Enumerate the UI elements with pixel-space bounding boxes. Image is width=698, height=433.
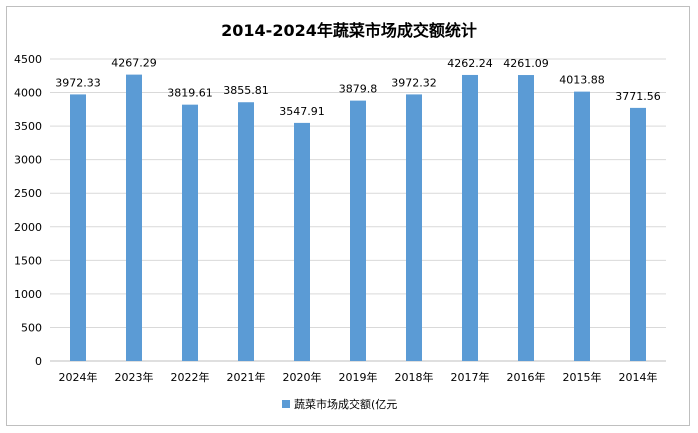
bar — [182, 104, 198, 361]
data-label: 3972.33 — [55, 76, 101, 89]
y-tick-label: 2500 — [14, 187, 42, 200]
y-tick-label: 1000 — [14, 288, 42, 301]
y-tick-label: 4500 — [14, 53, 42, 66]
legend-swatch — [282, 400, 290, 408]
data-label: 3972.32 — [391, 76, 437, 89]
bar — [574, 91, 590, 361]
data-label: 4262.24 — [447, 57, 493, 70]
bars — [70, 74, 646, 362]
x-tick-label: 2014年 — [619, 370, 658, 384]
x-tick-label: 2017年 — [451, 370, 490, 384]
data-labels: 3972.33 4267.29 3819.61 3855.81 3547.91 3879.… — [55, 57, 661, 118]
x-tick-label: 2016年 — [507, 370, 546, 384]
bar — [294, 122, 310, 362]
gridlines — [50, 58, 666, 362]
data-label: 3855.81 — [223, 84, 269, 97]
y-axis-ticks: 0 500 1000 1500 2000 2500 3000 3500 4000 4500 — [14, 53, 42, 368]
y-tick-label: 4000 — [14, 87, 42, 100]
y-tick-label: 3000 — [14, 154, 42, 167]
y-tick-label: 3500 — [14, 120, 42, 133]
data-label: 4261.09 — [503, 57, 549, 70]
data-label: 3879.8 — [339, 83, 378, 96]
y-tick-label: 0 — [35, 355, 42, 368]
data-label: 4013.88 — [559, 74, 605, 87]
x-tick-label: 2015年 — [563, 370, 602, 384]
data-label: 3819.61 — [167, 87, 213, 100]
x-tick-label: 2019年 — [339, 370, 378, 384]
bar — [70, 94, 86, 361]
legend: 蔬菜市场成交额(亿元 — [282, 397, 397, 411]
x-tick-label: 2018年 — [395, 370, 434, 384]
bar — [518, 75, 534, 362]
y-tick-label: 2000 — [14, 221, 42, 234]
chart-title: 2014-2024年蔬菜市场成交额统计 — [221, 21, 477, 40]
y-tick-label: 1500 — [14, 254, 42, 267]
bar — [630, 107, 646, 362]
y-tick-label: 500 — [21, 321, 42, 334]
bar — [238, 102, 254, 362]
data-label: 4267.29 — [111, 57, 157, 70]
x-tick-label: 2024年 — [59, 370, 98, 384]
x-tick-label: 2021年 — [227, 370, 266, 384]
x-axis-ticks: 2024年 2023年 2022年 2021年 2020年 2019年 2018年 2017年… — [59, 370, 658, 384]
legend-label: 蔬菜市场成交额(亿元 — [294, 397, 397, 411]
bar — [462, 74, 478, 362]
data-label: 3771.56 — [615, 90, 661, 103]
x-tick-label: 2020年 — [283, 370, 322, 384]
x-tick-label: 2023年 — [115, 370, 154, 384]
bar — [126, 74, 142, 361]
bar — [350, 100, 366, 361]
x-tick-label: 2022年 — [171, 370, 210, 384]
bar — [406, 94, 422, 361]
data-label: 3547.91 — [279, 105, 325, 118]
